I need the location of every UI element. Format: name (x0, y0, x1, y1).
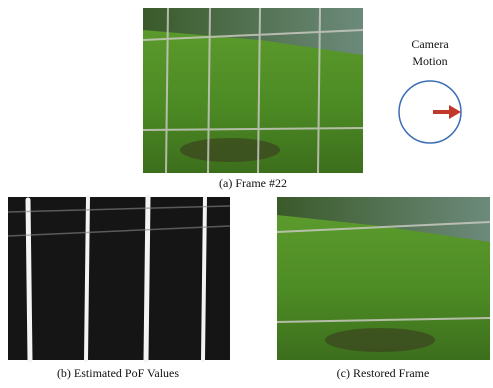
caption: (a) Frame #22 (219, 176, 287, 190)
pof-image (8, 197, 230, 360)
figure: (a) Frame #22 Camera Motion (b) Estimate… (0, 0, 493, 383)
frame-image (143, 8, 363, 173)
caption: (b) Estimated PoF Values (57, 366, 179, 380)
restored-image (277, 197, 490, 360)
caption: (c) Restored Frame (337, 366, 430, 380)
annotation: Camera (411, 37, 449, 51)
annotation: Motion (412, 54, 447, 68)
